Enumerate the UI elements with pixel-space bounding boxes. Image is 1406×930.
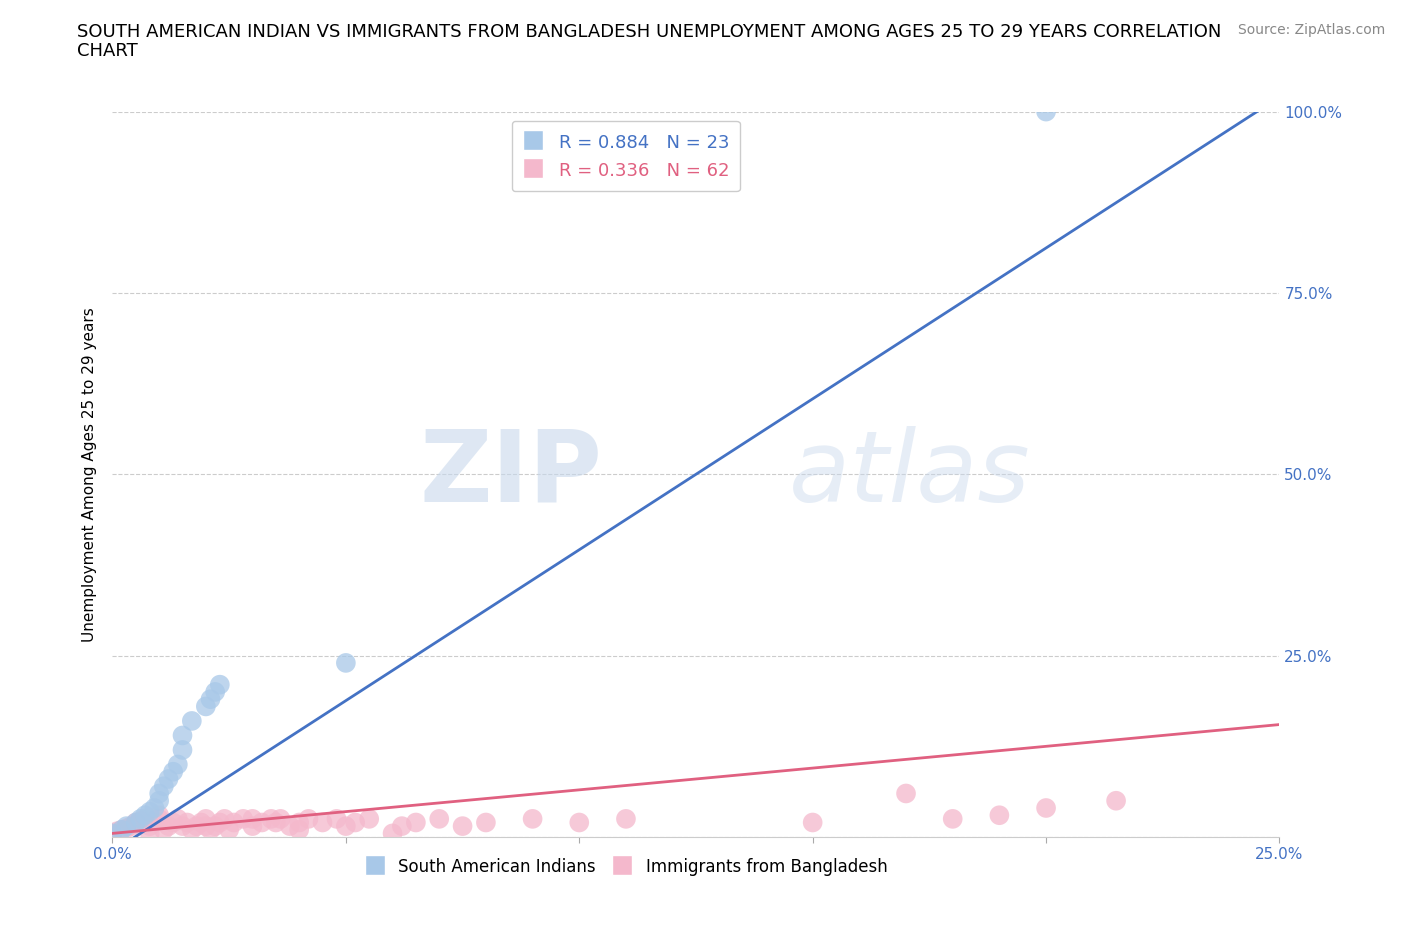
Point [1035,104,1057,119]
Point [942,811,965,827]
Point [101,826,124,841]
Point [148,811,170,827]
Point [311,815,333,830]
Point [988,808,1011,823]
Point [270,811,292,827]
Point [200,822,222,837]
Point [242,811,264,827]
Point [148,808,170,823]
Point [162,764,184,779]
Point [157,772,180,787]
Point [204,684,226,699]
Point [335,818,357,833]
Point [125,817,148,831]
Point [129,814,152,829]
Point [148,786,170,801]
Point [148,793,170,808]
Text: ZIP: ZIP [420,426,603,523]
Point [120,818,142,833]
Y-axis label: Unemployment Among Ages 25 to 29 years: Unemployment Among Ages 25 to 29 years [82,307,97,642]
Point [157,818,180,833]
Point [391,818,413,833]
Point [335,656,357,671]
Text: atlas: atlas [789,426,1031,523]
Point [143,801,166,816]
Point [222,815,245,830]
Text: SOUTH AMERICAN INDIAN VS IMMIGRANTS FROM BANGLADESH UNEMPLOYMENT AMONG AGES 25 T: SOUTH AMERICAN INDIAN VS IMMIGRANTS FROM… [77,23,1222,41]
Point [475,815,498,830]
Point [278,818,301,833]
Point [568,815,591,830]
Point [190,815,212,830]
Point [288,822,311,837]
Point [894,786,917,801]
Point [162,815,184,830]
Point [172,818,194,833]
Point [801,815,824,830]
Point [204,818,226,833]
Point [359,811,381,827]
Point [451,818,474,833]
Point [153,822,176,837]
Point [180,822,202,837]
Legend: South American Indians, Immigrants from Bangladesh: South American Indians, Immigrants from … [359,851,894,884]
Point [344,815,367,830]
Point [1105,793,1128,808]
Point [111,822,134,837]
Text: Source: ZipAtlas.com: Source: ZipAtlas.com [1237,23,1385,37]
Point [522,811,544,827]
Text: CHART: CHART [77,42,138,60]
Point [134,811,156,827]
Point [176,815,198,830]
Point [194,818,217,833]
Point [325,811,347,827]
Point [1035,801,1057,816]
Point [614,811,637,827]
Point [115,818,138,833]
Point [186,818,208,833]
Point [208,677,231,692]
Point [166,757,188,772]
Point [125,815,148,830]
Point [134,808,156,823]
Point [405,815,427,830]
Point [218,822,240,837]
Point [139,826,162,841]
Point [153,778,176,793]
Point [125,815,148,830]
Point [427,811,450,827]
Point [180,713,202,728]
Point [194,699,217,714]
Point [111,822,134,837]
Point [129,811,152,827]
Point [115,821,138,836]
Point [105,824,128,839]
Point [139,804,162,819]
Point [264,815,287,830]
Point [260,811,283,827]
Point [139,818,162,833]
Point [214,811,236,827]
Point [250,815,273,830]
Point [172,742,194,757]
Point [232,811,254,827]
Point [166,811,188,827]
Point [172,728,194,743]
Point [208,815,231,830]
Point [381,826,404,841]
Point [194,811,217,827]
Point [143,815,166,830]
Point [297,811,319,827]
Point [200,692,222,707]
Point [288,815,311,830]
Point [101,826,124,841]
Point [242,818,264,833]
